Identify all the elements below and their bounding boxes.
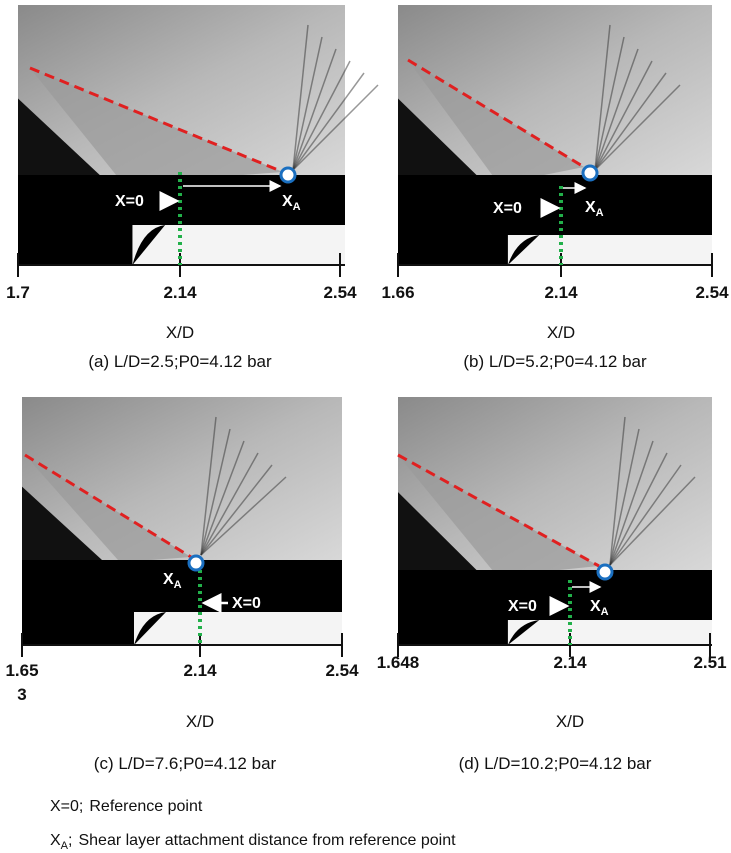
footnote-1: X=0; Reference point <box>50 798 203 815</box>
caption: (d) L/D=10.2;P0=4.12 bar <box>459 754 652 773</box>
footnote-text: Shear layer attachment distance from ref… <box>78 832 456 849</box>
tick-label: 2.54 <box>325 661 359 680</box>
image-band <box>22 560 342 612</box>
tick-label: 2.54 <box>695 283 729 302</box>
tick-label: 1.7 <box>6 283 30 302</box>
panel: 1.66 2.14 2.54 X/D (b) L/D=5.2;P0=4.12 bar X=… <box>381 5 729 371</box>
reference-label: X=0 <box>508 598 537 615</box>
caption: (c) L/D=7.6;P0=4.12 bar <box>94 754 277 773</box>
image-band <box>398 570 712 620</box>
tick-label: 1.65 <box>5 661 38 680</box>
attachment-label-main: X <box>590 598 601 615</box>
attachment-label-main: X <box>585 199 596 216</box>
image-band <box>398 175 712 235</box>
tick-label: 3 <box>17 685 26 704</box>
figure: X=0;Reference point XA;Shear layer attac… <box>0 0 731 853</box>
footnote-term: X=0; <box>50 798 83 815</box>
footnote-sep: ; <box>68 832 72 849</box>
panel: 1.648 2.14 2.51 X/D (d) L/D=10.2;P0=4.12 bar… <box>377 397 727 773</box>
tick-label: 1.648 <box>377 653 420 672</box>
caption: (b) L/D=5.2;P0=4.12 bar <box>463 352 647 371</box>
reference-label: X=0 <box>493 200 522 217</box>
attachment-label-sub: A <box>596 207 604 219</box>
footnote-2: XA;Shear layer attachment distance from … <box>50 832 456 852</box>
tick-label: 2.14 <box>183 661 217 680</box>
attachment-label-sub: A <box>174 579 182 591</box>
attachment-point <box>598 565 612 579</box>
reference-label: X=0 <box>232 595 261 612</box>
footnote-text: Reference point <box>89 798 203 815</box>
axis-title: X/D <box>547 323 575 342</box>
axis-title: X/D <box>556 712 584 731</box>
tick-label: 2.14 <box>544 283 578 302</box>
image-wall-left <box>22 612 134 645</box>
caption: (a) L/D=2.5;P0=4.12 bar <box>88 352 272 371</box>
tick-label: 2.51 <box>693 653 726 672</box>
reference-label: X=0 <box>115 193 144 210</box>
attachment-label-main: X <box>282 193 293 210</box>
attachment-label-sub: A <box>293 201 301 213</box>
tick-label: 2.14 <box>163 283 197 302</box>
panel: 1.65 3 2.14 2.54 X/D (c) L/D=7.6;P0=4.12 bar X… <box>5 397 359 773</box>
axis-title: X/D <box>166 323 194 342</box>
attachment-point <box>189 556 203 570</box>
tick-label: 2.54 <box>323 283 357 302</box>
axis-title: X/D <box>186 712 214 731</box>
attachment-point <box>583 166 597 180</box>
image-wall-left <box>398 620 508 645</box>
tick-label: 1.66 <box>381 283 414 302</box>
image-wall-left <box>18 225 132 265</box>
image-wall-left <box>398 235 508 265</box>
attachment-label-sub: A <box>601 606 609 618</box>
attachment-point <box>281 168 295 182</box>
footnote-term: X <box>50 832 61 849</box>
tick-label: 2.14 <box>553 653 587 672</box>
panel: 1.7 2.14 2.54 X/D (a) L/D=2.5;P0=4.12 bar X=0… <box>6 5 378 371</box>
attachment-label-main: X <box>163 571 174 588</box>
